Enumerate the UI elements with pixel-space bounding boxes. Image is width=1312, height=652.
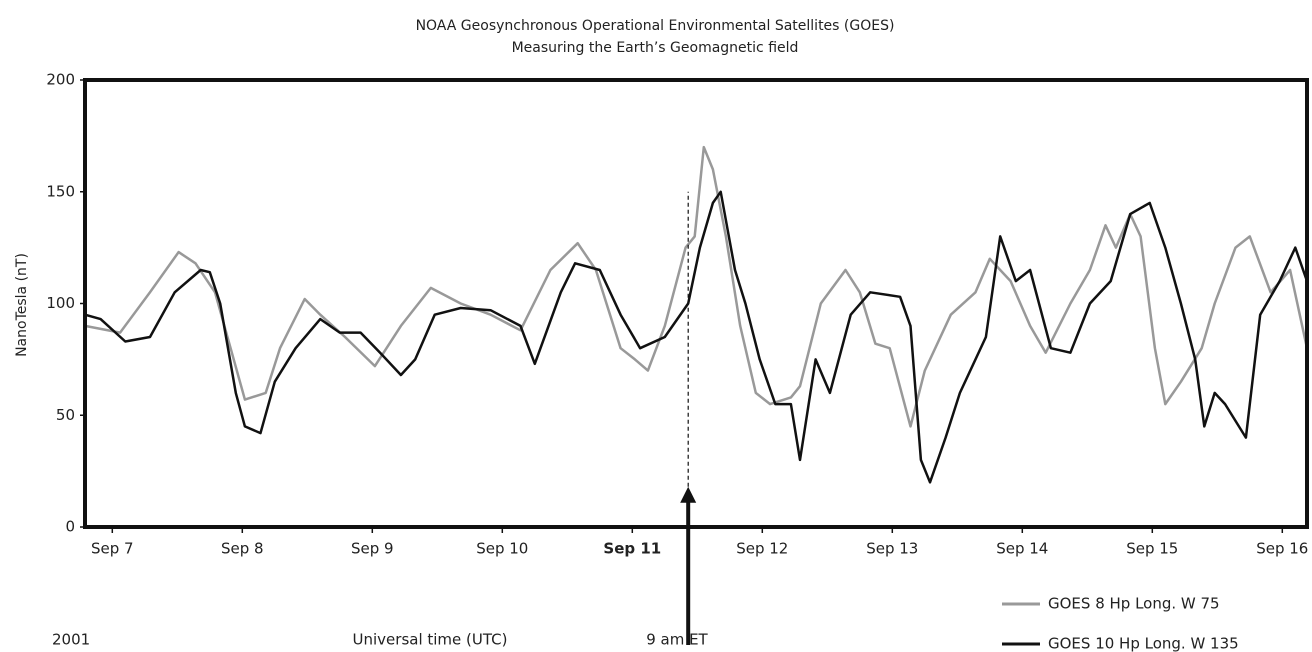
x-tick-label: Sep 14	[996, 540, 1048, 558]
x-tick-label: Sep 15	[1126, 540, 1178, 558]
series-line	[84, 190, 1309, 484]
x-tick-label: Sep 16	[1256, 540, 1308, 558]
chart-subtitle: Measuring the Earth’s Geomagnetic field	[512, 40, 799, 56]
x-tick-label: Sep 12	[736, 540, 788, 558]
y-tick-label: 200	[46, 71, 75, 89]
annotation-text: 9 am ET	[646, 631, 708, 649]
x-tick-label: Sep 8	[221, 540, 264, 558]
y-axis-label: NanoTesla (nT)	[14, 253, 30, 357]
x-tick-label: Sep 9	[351, 540, 394, 558]
x-tick-label: Sep 13	[866, 540, 918, 558]
plot-frame	[83, 78, 1309, 529]
annotation-arrow-head	[680, 486, 697, 503]
legend-label: GOES 10 Hp Long. W 135	[1048, 635, 1239, 652]
x-tick-label: Sep 7	[91, 540, 134, 558]
chart-title: NOAA Geosynchronous Operational Environm…	[416, 18, 895, 34]
x-axis-label: Universal time (UTC)	[353, 631, 508, 649]
legend-label: GOES 8 Hp Long. W 75	[1048, 595, 1220, 613]
y-tick-label: 150	[46, 182, 75, 200]
x-tick-label: Sep 10	[476, 540, 528, 558]
y-tick-label: 0	[65, 518, 75, 536]
year-note: 2001	[52, 631, 90, 649]
series-line	[84, 145, 1309, 428]
y-tick-label: 100	[46, 294, 75, 312]
y-tick-label: 50	[56, 406, 75, 424]
x-tick-label: Sep 11	[603, 540, 661, 558]
